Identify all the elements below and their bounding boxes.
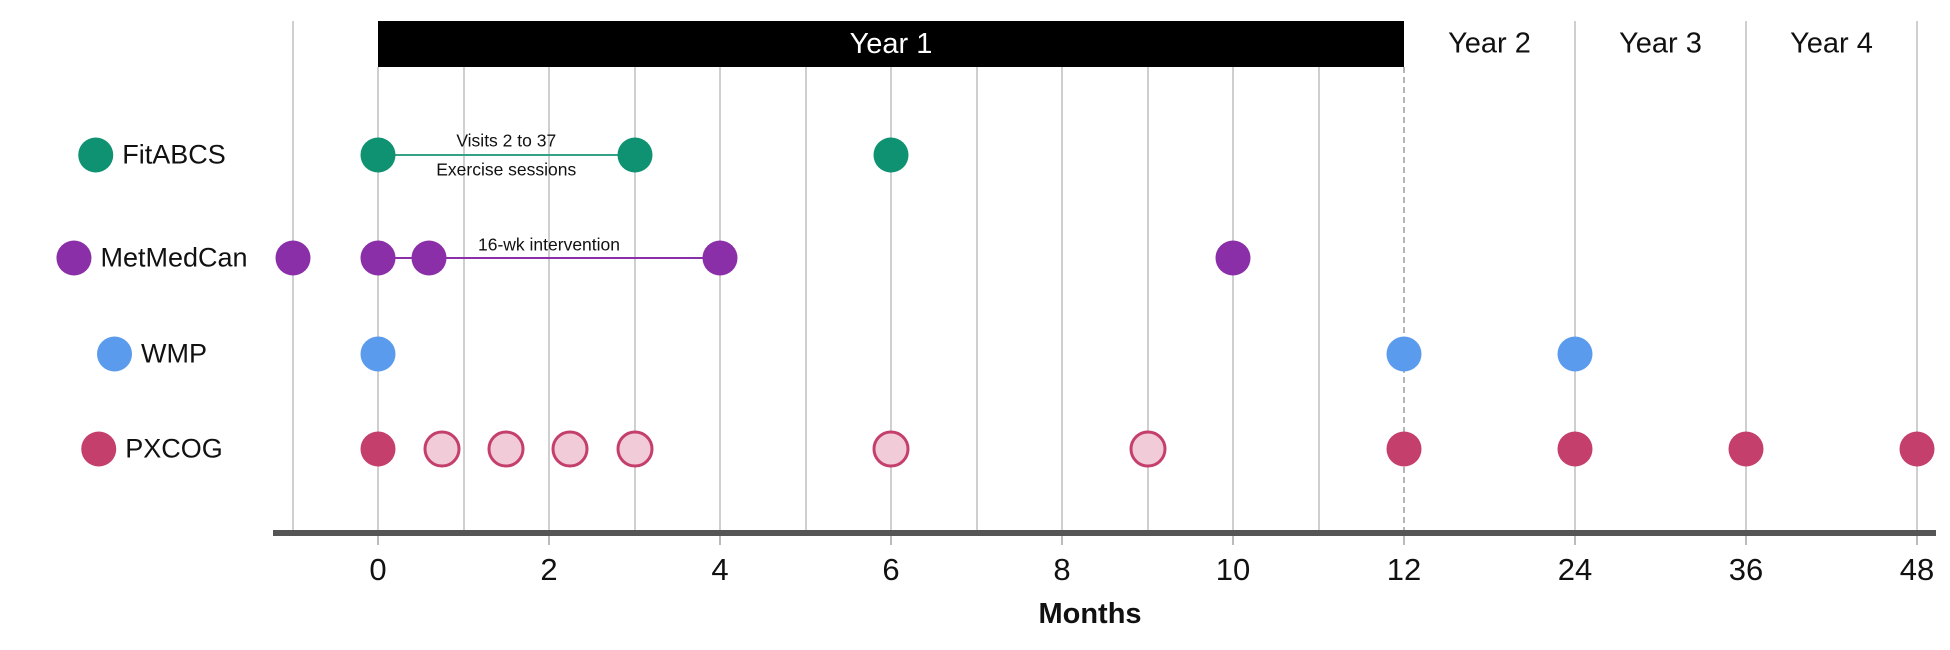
intervention-line	[378, 257, 720, 259]
year-label: Year 3	[1619, 27, 1702, 60]
x-tick	[1574, 536, 1576, 545]
legend-dot-metmedcan	[56, 240, 92, 276]
study-legend-item: PXCOG	[81, 431, 223, 467]
month-gridline	[1061, 67, 1063, 533]
secondary-visit-dot	[551, 430, 589, 468]
x-tick	[1403, 536, 1405, 545]
x-tick-label: 48	[1899, 552, 1935, 587]
month-gridline	[1317, 67, 1320, 533]
study-row-label: WMP	[141, 338, 207, 369]
secondary-visit-dot	[487, 430, 525, 468]
x-tick	[1061, 536, 1063, 545]
study-row-label: FitABCS	[122, 139, 226, 170]
x-tick-label: 36	[1728, 552, 1764, 587]
x-tick	[719, 536, 721, 545]
month-gridline	[804, 67, 807, 533]
month-gridline	[890, 67, 892, 533]
visit-dot	[1899, 431, 1935, 467]
visit-dot	[360, 240, 396, 276]
x-tick-label: 2	[540, 552, 558, 587]
annotation-text: 16-wk intervention	[477, 234, 621, 255]
visit-dot	[1557, 336, 1593, 372]
x-tick-label: 8	[1053, 552, 1071, 587]
annotation-text: Exercise sessions	[436, 159, 577, 180]
annotation-text: Visits 2 to 37	[456, 130, 557, 151]
x-tick-label: 4	[711, 552, 729, 587]
visit-dot	[360, 137, 396, 173]
month-gridline	[1574, 21, 1576, 533]
year1-banner: Year 1	[378, 21, 1404, 67]
study-row-label: PXCOG	[125, 433, 223, 464]
visit-dot	[1728, 431, 1764, 467]
secondary-visit-dot	[1129, 430, 1166, 468]
x-tick	[1232, 536, 1234, 545]
visit-dot	[873, 137, 909, 173]
year-label: Year 4	[1790, 27, 1873, 60]
x-tick	[1745, 536, 1747, 545]
visit-dot	[1386, 336, 1422, 372]
month-gridline	[975, 67, 978, 533]
visit-dot	[360, 336, 396, 372]
visit-dot	[617, 137, 652, 173]
month-gridline	[1745, 21, 1747, 533]
month-gridline	[1232, 67, 1234, 533]
year1-banner-label: Year 1	[849, 27, 933, 60]
visit-dot	[360, 431, 396, 467]
month-gridline	[1916, 21, 1918, 533]
x-tick-label: 10	[1215, 552, 1251, 587]
month-gridline	[462, 67, 465, 533]
intervention-line	[378, 154, 635, 156]
study-legend-item: FitABCS	[78, 137, 226, 173]
x-tick-label: 12	[1386, 552, 1422, 587]
visit-dot	[702, 240, 738, 276]
legend-dot-pxcog	[81, 431, 117, 467]
month-gridline	[291, 21, 294, 533]
month-gridline	[1146, 67, 1149, 533]
visit-dot	[411, 240, 447, 276]
visit-dot	[1215, 240, 1251, 276]
x-tick	[377, 536, 379, 545]
month-gridline-dashed	[1403, 67, 1405, 533]
x-tick-label: 0	[369, 552, 387, 587]
x-tick	[548, 536, 550, 545]
study-row-label: MetMedCan	[100, 242, 248, 273]
visit-dot	[275, 240, 310, 276]
visit-dot	[1557, 431, 1593, 467]
x-tick	[1916, 536, 1918, 545]
x-tick-label: 24	[1557, 552, 1593, 587]
secondary-visit-dot	[616, 430, 653, 468]
month-gridline	[377, 67, 379, 533]
legend-dot-fitabcs	[78, 137, 114, 173]
year-label: Year 2	[1448, 27, 1531, 60]
x-tick	[890, 536, 892, 545]
study-legend-item: MetMedCan	[56, 240, 248, 276]
study-legend-item: WMP	[97, 336, 207, 372]
x-axis-line	[273, 530, 1936, 536]
x-axis-title: Months	[1038, 598, 1142, 630]
secondary-visit-dot	[872, 430, 910, 468]
secondary-visit-dot	[423, 430, 461, 468]
month-gridline	[719, 67, 721, 533]
month-gridline	[548, 67, 550, 533]
visit-dot	[1386, 431, 1422, 467]
month-gridline	[633, 67, 636, 533]
x-tick-label: 6	[882, 552, 900, 587]
legend-dot-wmp	[97, 336, 133, 372]
